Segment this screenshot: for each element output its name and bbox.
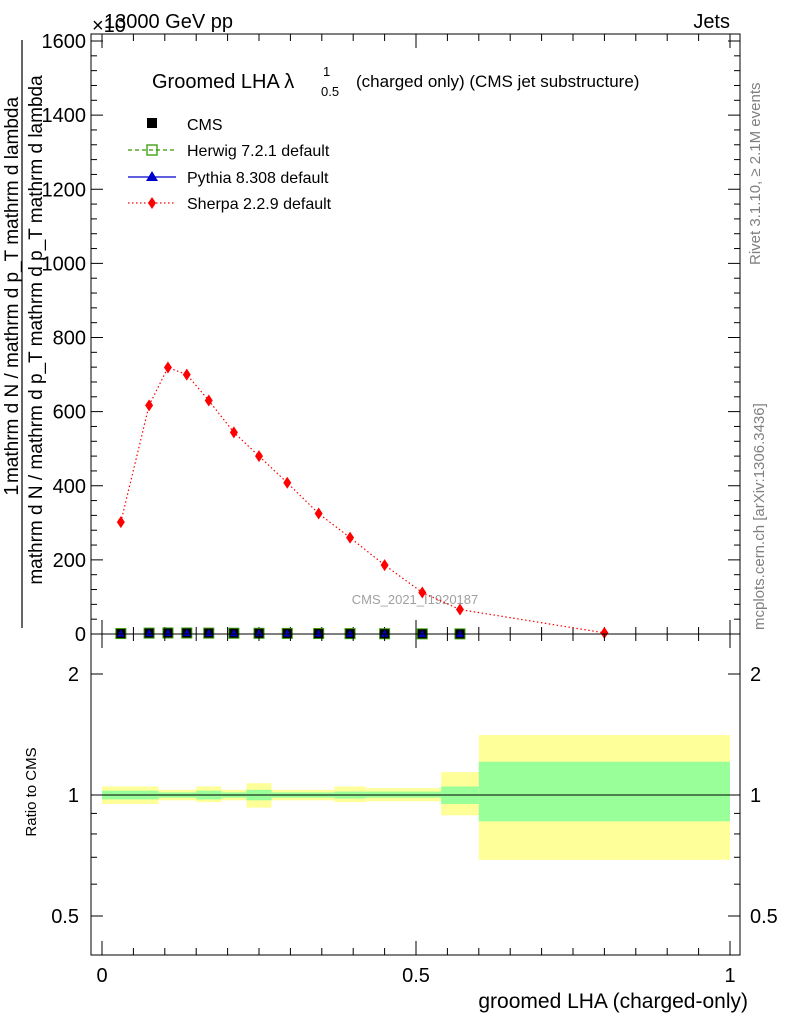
ratio-ytick-label-left-1: 1 bbox=[68, 785, 79, 807]
xlabel: groomed LHA (charged-only) bbox=[478, 990, 748, 1013]
pythia-point-9 bbox=[346, 629, 355, 637]
ratio-xtick-label-1: 0.5 bbox=[402, 965, 430, 987]
ratio-ytick-label-right-2: 2 bbox=[750, 664, 761, 686]
main-ytick-label-6: 1200 bbox=[42, 179, 87, 201]
title-suffix: (charged only) (CMS jet substructure) bbox=[356, 72, 639, 91]
sherpa-point-12 bbox=[455, 603, 464, 616]
exponent-label: ×10 bbox=[92, 15, 126, 37]
sherpa-point-6 bbox=[255, 450, 263, 463]
ratio-ytick-label-left-0: 0.5 bbox=[51, 906, 79, 928]
main-ytick-label-8: 1600 bbox=[42, 31, 87, 53]
legend: CMS Herwig 7.2.1 default Pythia 8.308 de… bbox=[128, 117, 332, 213]
herwig-point-7 bbox=[281, 627, 293, 639]
title-sub: 0.5 bbox=[321, 84, 339, 99]
header-right: Jets bbox=[693, 11, 730, 33]
title-sup: 1 bbox=[323, 64, 330, 79]
ratio-xtick-label-0: 0 bbox=[96, 965, 107, 987]
sherpa-point-8 bbox=[314, 507, 323, 520]
legend-sherpa-label: Sherpa 2.2.9 default bbox=[187, 196, 332, 213]
main-ytick-label-3: 600 bbox=[53, 402, 86, 424]
sherpa-point-10 bbox=[380, 559, 389, 572]
sherpa-point-5 bbox=[229, 426, 238, 439]
herwig-point-5 bbox=[228, 627, 240, 639]
main-ytick-label-2: 400 bbox=[53, 476, 86, 498]
ratio-ylabel: Ratio to CMS bbox=[23, 747, 40, 836]
herwig-point-3 bbox=[181, 627, 193, 639]
legend-pythia-marker bbox=[146, 171, 158, 181]
watermark: CMS_2021_I1920187 bbox=[352, 592, 479, 607]
herwig-point-2 bbox=[162, 627, 174, 639]
pythia-point-11 bbox=[418, 629, 427, 637]
sherpa-point-0 bbox=[116, 516, 125, 529]
ratio-band-inner-9 bbox=[478, 761, 730, 822]
herwig-point-1 bbox=[143, 627, 155, 639]
legend-herwig-label: Herwig 7.2.1 default bbox=[187, 143, 330, 160]
legend-pythia-label: Pythia 8.308 default bbox=[187, 170, 329, 187]
sherpa-point-9 bbox=[346, 531, 355, 544]
rivet-label: Rivet 3.1.10, ≥ 2.1M events bbox=[747, 83, 764, 266]
main-ytick-label-4: 800 bbox=[53, 328, 86, 350]
pythia-point-8 bbox=[314, 629, 323, 637]
header-left: 13000 GeV pp bbox=[104, 11, 233, 33]
sherpa-point-13 bbox=[600, 626, 609, 639]
ratio-ytick-label-right-1: 1 bbox=[750, 785, 761, 807]
main-ytick-label-0: 0 bbox=[75, 624, 86, 646]
main-plot: 0 200 400 600 800 1000 1200 1400 1600 bbox=[42, 31, 741, 646]
sherpa-point-2 bbox=[163, 361, 172, 374]
sherpa-point-7 bbox=[283, 476, 292, 489]
main-ytick-label-7: 1400 bbox=[42, 105, 87, 127]
legend-herwig-marker bbox=[146, 144, 158, 156]
ylabel-top: 1 bbox=[1, 484, 23, 495]
ylabel-den: mathrm d N / mathrm d p_T mathrm d p_T m… bbox=[26, 75, 47, 585]
plot-title: Groomed LHA λ 1 0.5 (charged only) (CMS … bbox=[152, 64, 639, 99]
sherpa-point-3 bbox=[182, 368, 191, 381]
legend-cms-marker bbox=[147, 118, 157, 128]
ratio-ytick-label-left-2: 2 bbox=[68, 664, 79, 686]
ratio-ytick-label-right-0: 0.5 bbox=[750, 906, 778, 928]
pythia-point-6 bbox=[255, 629, 263, 637]
pythia-point-12 bbox=[455, 629, 464, 637]
pythia-point-10 bbox=[380, 629, 389, 637]
ratio-xtick-label-2: 1 bbox=[724, 965, 735, 987]
sherpa-point-11 bbox=[418, 586, 427, 599]
sherpa-point-4 bbox=[204, 394, 213, 407]
sherpa-point-1 bbox=[145, 399, 154, 412]
mcplots-label: mcplots.cern.ch [arXiv:1306.3436] bbox=[751, 403, 768, 630]
herwig-point-4 bbox=[203, 627, 215, 639]
main-ytick-label-1: 200 bbox=[53, 550, 86, 572]
title-main: Groomed LHA λ bbox=[152, 71, 294, 93]
pythia-point-7 bbox=[283, 629, 292, 637]
legend-sherpa-marker bbox=[148, 197, 156, 209]
main-ytick-label-5: 1000 bbox=[42, 253, 87, 275]
sherpa-line bbox=[120, 366, 605, 634]
ratio-plot: 0 0.5 1 0.5 1 2 0.5 1 2 bbox=[51, 633, 778, 987]
pythia-point-0 bbox=[116, 629, 125, 637]
ylabel-num: mathrm d N / mathrm d p_T mathrm d lambd… bbox=[2, 97, 23, 484]
legend-cms-label: CMS bbox=[187, 117, 223, 134]
